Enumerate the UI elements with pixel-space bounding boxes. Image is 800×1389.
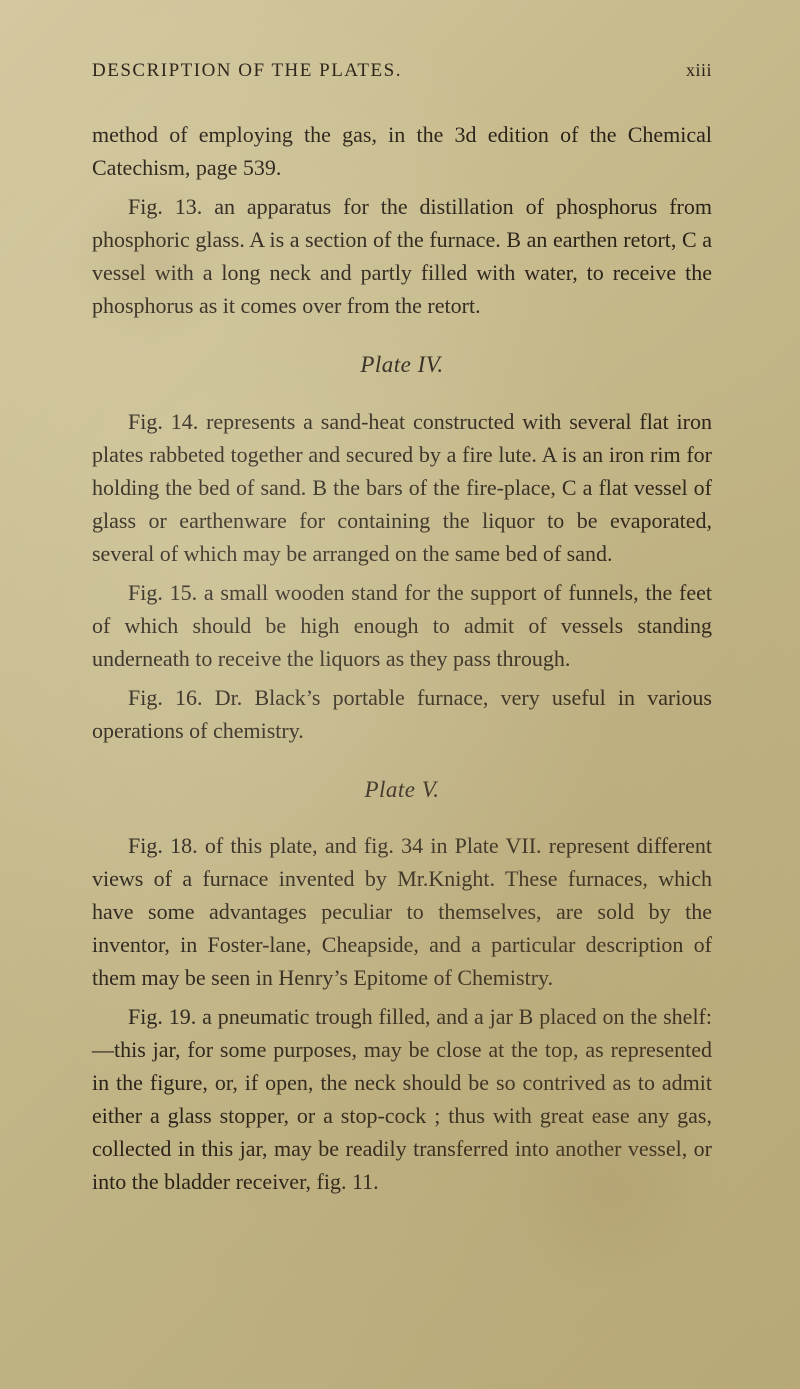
paragraph: method of employing the gas, in the 3d e… (92, 118, 712, 184)
plate-heading: Plate V. (92, 773, 712, 808)
paragraph: Fig. 13. an apparatus for the distillati… (92, 190, 712, 322)
paragraph: Fig. 14. represents a sand-heat construc… (92, 405, 712, 570)
page-number: xiii (686, 60, 712, 81)
paragraph: Fig. 19. a pneumatic trough filled, and … (92, 1000, 712, 1198)
page-container: DESCRIPTION OF THE PLATES. xiii method o… (0, 0, 800, 1389)
paragraph: Fig. 16. Dr. Black’s portable furnace, v… (92, 681, 712, 747)
plate-heading: Plate IV. (92, 348, 712, 383)
paragraph: Fig. 18. of this plate, and fig. 34 in P… (92, 829, 712, 994)
header-title: DESCRIPTION OF THE PLATES. (92, 60, 402, 82)
body-text: method of employing the gas, in the 3d e… (92, 118, 712, 1198)
page-header: DESCRIPTION OF THE PLATES. xiii (92, 60, 712, 82)
paragraph: Fig. 15. a small wooden stand for the su… (92, 576, 712, 675)
